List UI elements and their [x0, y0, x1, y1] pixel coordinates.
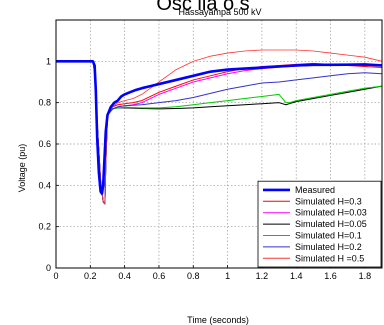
x-tick-label: 0.8 — [187, 271, 200, 281]
legend-entry: Simulated H=0.1 — [295, 231, 362, 241]
x-tick-labels: 0 0.2 0.4 0.6 0.8 1 1.2 1.4 1.6 1.8 — [53, 271, 371, 281]
heading-fragment: Osc lla o s — [156, 0, 249, 15]
x-tick-label: 0.2 — [84, 271, 97, 281]
chart-title: Hassayampa 500 kV — [178, 7, 261, 17]
x-tick-label: 0.6 — [153, 271, 166, 281]
x-tick-label: 1 — [225, 271, 230, 281]
y-tick-label: 0.4 — [38, 180, 51, 190]
x-tick-label: 1.2 — [256, 271, 269, 281]
y-tick-labels: 0 0.2 0.4 0.6 0.8 1 — [38, 56, 51, 273]
y-tick-label: 0.6 — [38, 139, 51, 149]
legend-entry: Simulated H=0.2 — [295, 242, 362, 252]
y-axis-label: Voltage (pu) — [17, 144, 27, 193]
legend-entry: Measured — [295, 185, 335, 195]
plot-frame — [55, 19, 383, 269]
x-tick-label: 0 — [53, 271, 58, 281]
y-tick-label: 0 — [46, 263, 51, 273]
series-lines — [56, 49, 383, 205]
x-tick-label: 0.4 — [118, 271, 131, 281]
y-tick-label: 0.8 — [38, 98, 51, 108]
x-tick-label: 1.4 — [290, 271, 303, 281]
legend-entry: Simulated H=0.05 — [295, 219, 367, 229]
x-tick-label: 1.8 — [359, 271, 372, 281]
y-tick-label: 0.2 — [38, 222, 51, 232]
legend-entry: Simulated H=0.3 — [295, 196, 362, 206]
legend-entry: Simulated H=0.03 — [295, 208, 367, 218]
x-tick-label: 1.6 — [324, 271, 337, 281]
x-axis-label: Time (seconds) — [187, 315, 249, 325]
legend-entry: Simulated H =0.5 — [295, 253, 364, 263]
series-line-0 — [56, 60, 383, 195]
y-tick-label: 1 — [46, 56, 51, 66]
